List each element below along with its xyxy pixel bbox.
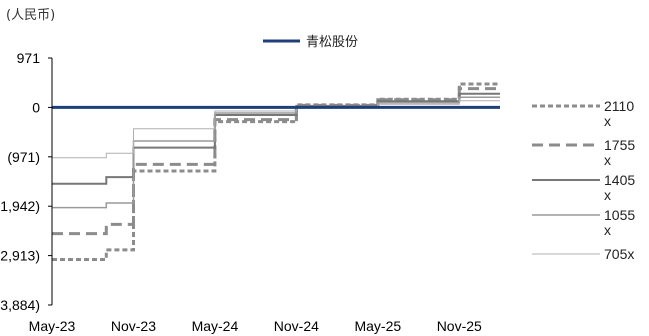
legend-label-0: 青松股份 (306, 35, 358, 50)
series-line-2 (52, 87, 500, 236)
legend-label-4: 1055 x (604, 207, 635, 238)
x-tick-label: Nov-25 (437, 318, 482, 334)
legend-layer: 青松股份 2110 x 1755 x 1405 x 1055 x 705x (263, 35, 635, 262)
series-line-1 (52, 82, 500, 261)
legend-label-3: 1405 x (604, 172, 635, 203)
y-tick-label: (2,913) (0, 248, 40, 264)
x-tick-label: Nov-24 (274, 318, 319, 334)
series-line-5 (52, 100, 500, 159)
x-tick-label: Nov-23 (111, 318, 156, 334)
x-tick-label: May-25 (354, 318, 401, 334)
unit-label: (人民币) (6, 8, 56, 23)
axis-layer (48, 57, 53, 306)
y-tick-label: (3,884) (0, 297, 40, 313)
legend-label-1: 2110 x (604, 98, 634, 129)
y-tick-label: 971 (17, 50, 41, 66)
series-layer (52, 82, 500, 261)
x-tick-label: May-23 (29, 318, 76, 334)
label-layer: 971 0 (971) (1,942) (2,913) (3,884) May-23 Nov-… (0, 50, 482, 334)
y-tick-label: 0 (32, 99, 40, 115)
y-tick-label: (971) (7, 149, 40, 165)
legend-label-5: 705x (604, 246, 634, 262)
y-tick-label: (1,942) (0, 198, 40, 214)
series-line-4 (52, 96, 500, 209)
x-tick-label: May-24 (192, 318, 239, 334)
series-line-3 (52, 92, 500, 185)
legend-label-2: 1755 x (604, 137, 635, 168)
